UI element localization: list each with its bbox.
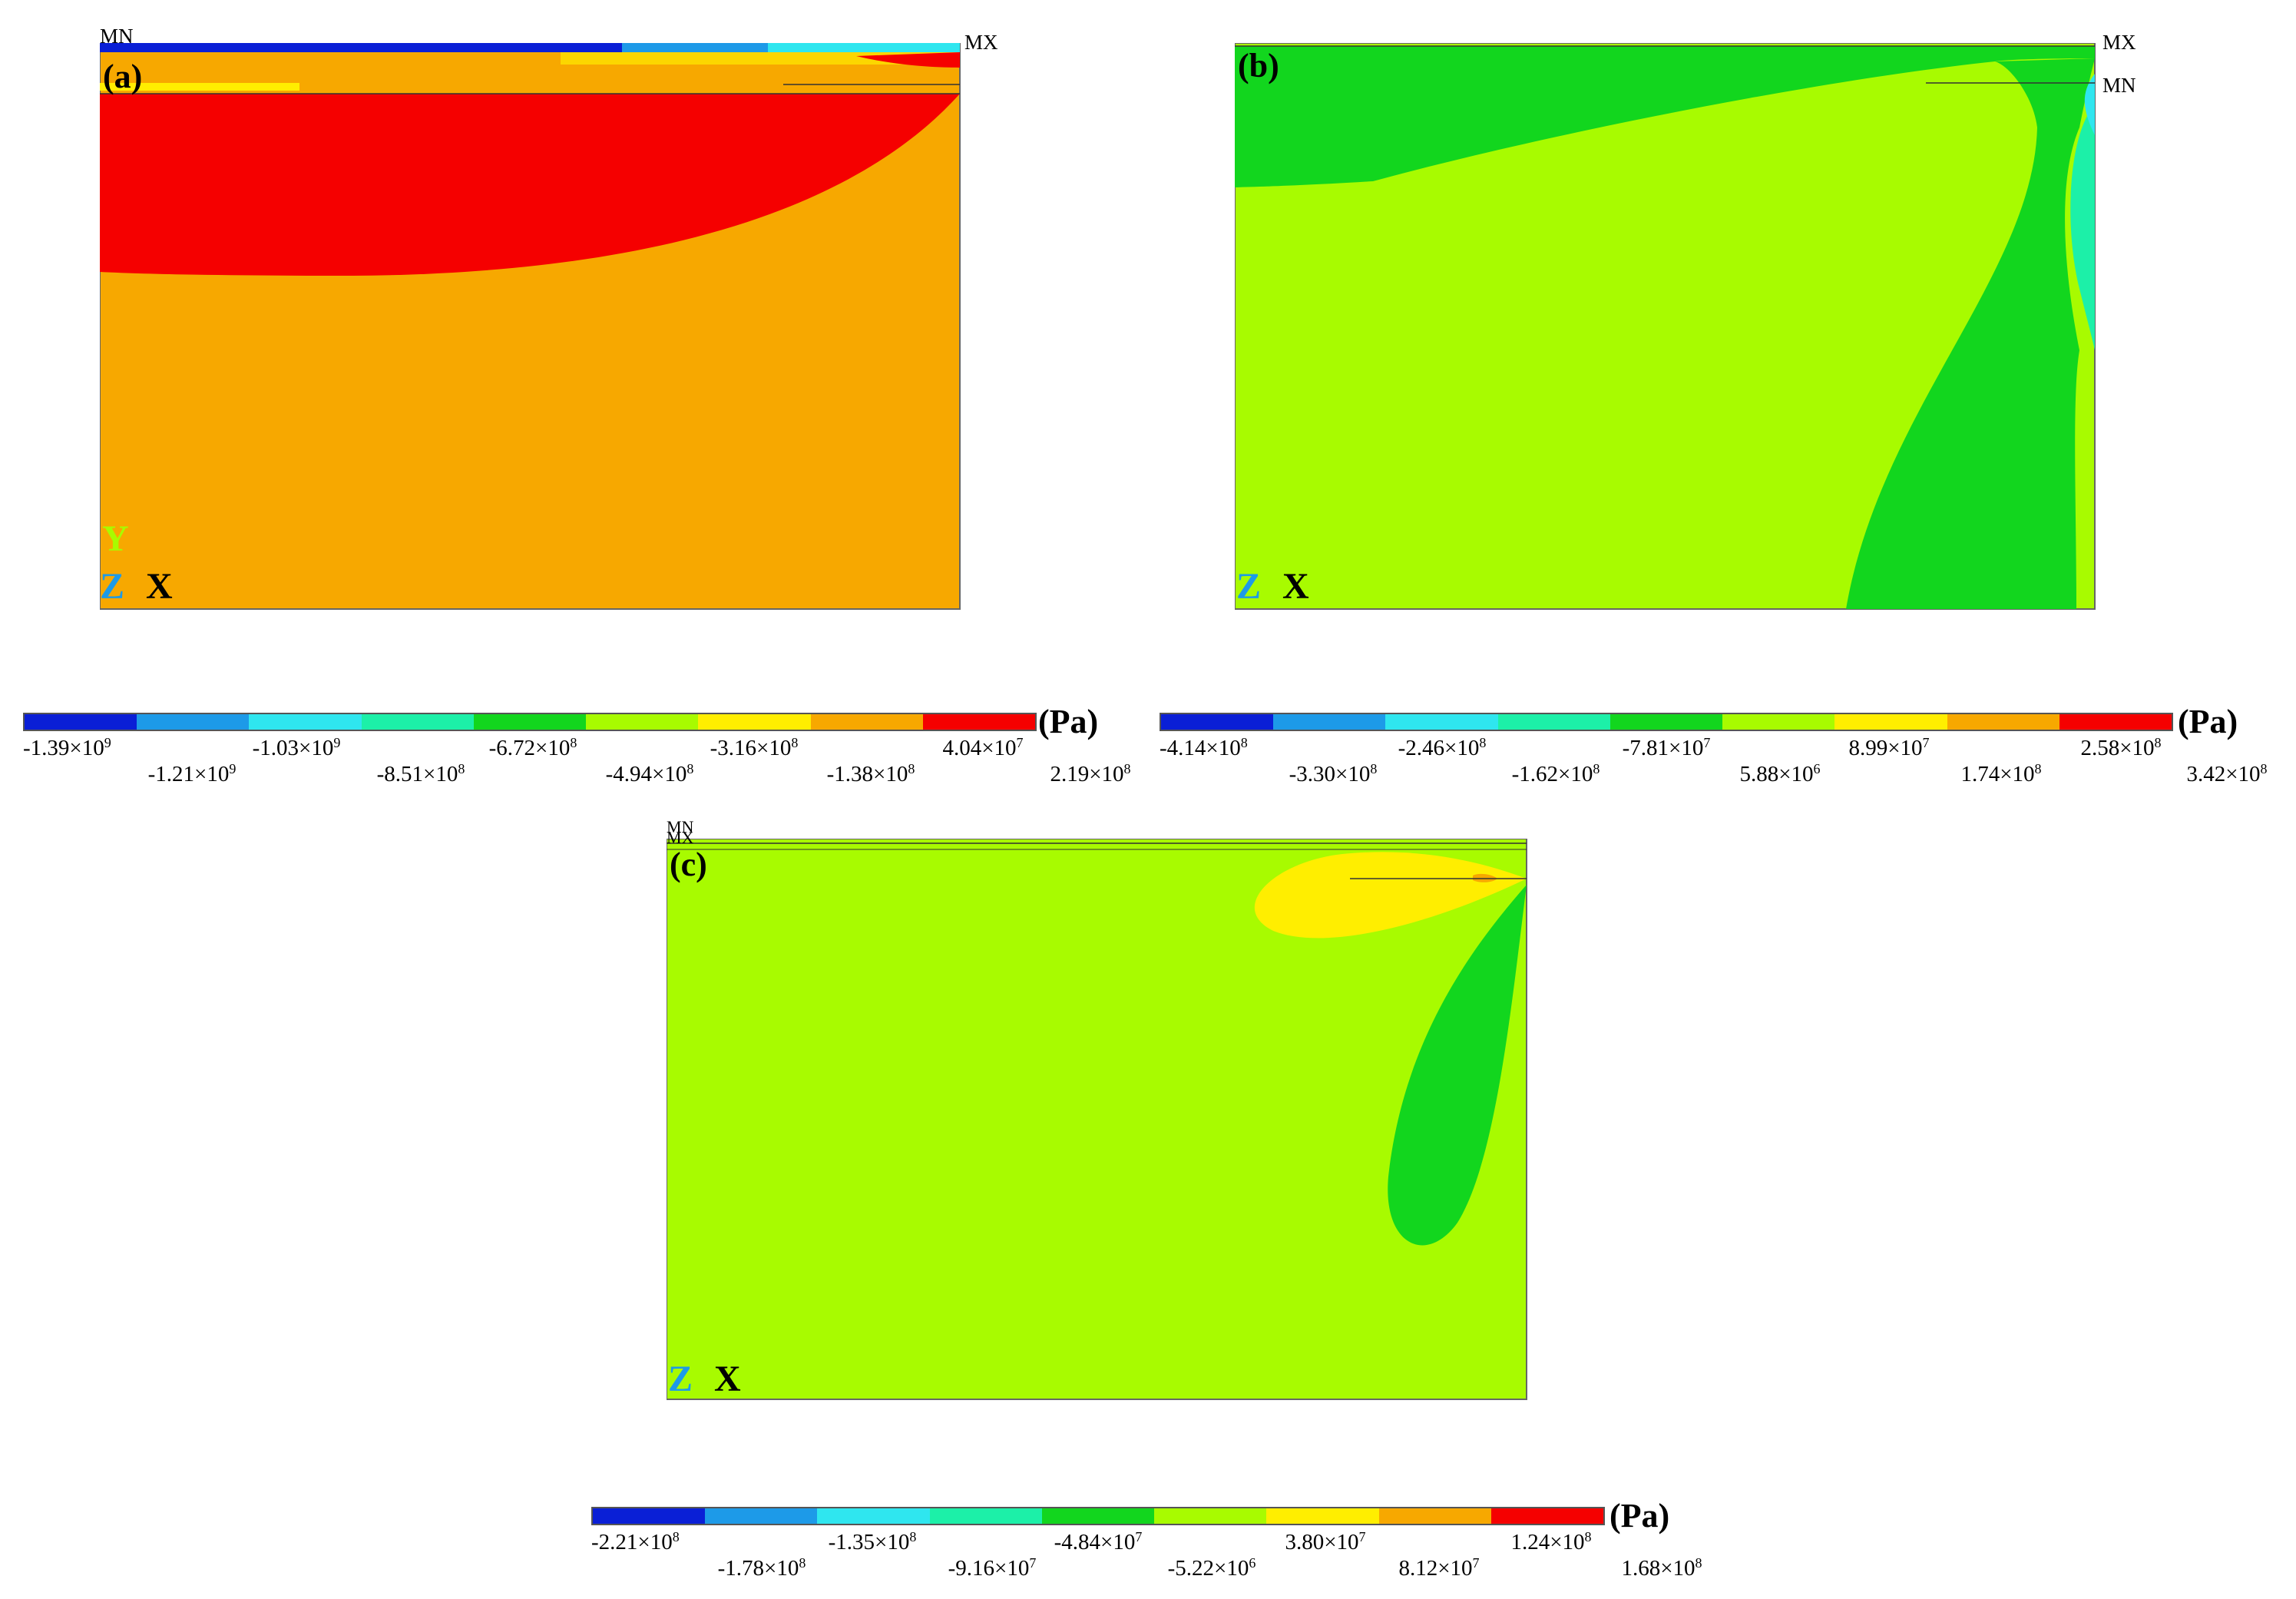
colorbar-b xyxy=(1160,713,2173,731)
colorbar-tick: 5.88×106 xyxy=(1739,761,1821,786)
panel-label-c: (c) xyxy=(670,846,707,883)
colorbar-tick: 3.80×107 xyxy=(1285,1529,1366,1554)
colorbar-tick: 2.19×108 xyxy=(1050,761,1131,786)
colorbar-segment xyxy=(698,714,811,730)
colorbar-tick: -1.21×109 xyxy=(147,761,237,786)
colorbar-tick: 8.99×107 xyxy=(1848,735,1930,760)
colorbar-segment xyxy=(361,714,474,730)
colorbar-segment xyxy=(1947,714,2059,730)
min-marker-a: MN xyxy=(100,25,134,48)
colorbar-tick: -4.14×108 xyxy=(1160,735,1248,760)
colorbar-segment xyxy=(1834,714,1947,730)
colorbar-tick: -5.22×106 xyxy=(1167,1555,1256,1581)
colorbar-segment xyxy=(25,714,137,730)
colorbar-tick: -1.35×108 xyxy=(828,1529,917,1554)
colorbar-segment xyxy=(249,714,362,730)
colorbar-segment xyxy=(2059,714,2172,730)
colorbar-tick: 1.74×108 xyxy=(1960,761,2042,786)
z-axis-label-a: Z xyxy=(100,566,125,607)
colorbar-c xyxy=(591,1507,1605,1525)
colorbar-unit-b: (Pa) xyxy=(2178,703,2238,740)
colorbar-tick: -9.16×107 xyxy=(948,1555,1037,1581)
max-marker-a: MX xyxy=(964,31,998,54)
colorbar-tick: -4.84×107 xyxy=(1054,1529,1143,1554)
colorbar-tick: 8.12×107 xyxy=(1398,1555,1480,1581)
colorbar-tick: 3.42×108 xyxy=(2186,761,2268,786)
panel-label-b: (b) xyxy=(1238,47,1279,84)
colorbar-tick: -1.38×108 xyxy=(826,761,915,786)
colorbar-segment xyxy=(1610,714,1723,730)
contour-plot-c xyxy=(667,839,1527,1400)
max-marker-b: MX xyxy=(2102,31,2136,54)
min-marker-b: MN xyxy=(2102,74,2136,97)
colorbar-segment xyxy=(137,714,250,730)
min-marker-c: MN xyxy=(667,817,694,836)
colorbar-tick: -7.81×107 xyxy=(1622,735,1711,760)
colorbar-unit-c: (Pa) xyxy=(1610,1497,1670,1534)
contour-plot-a xyxy=(100,43,961,610)
colorbar-segment xyxy=(1273,714,1386,730)
colorbar-tick: -6.72×108 xyxy=(488,735,577,760)
colorbar-tick: -2.21×108 xyxy=(591,1529,680,1554)
colorbar-a xyxy=(23,713,1037,731)
colorbar-segment xyxy=(1161,714,1274,730)
colorbar-tick: -8.51×108 xyxy=(376,761,465,786)
colorbar-segment xyxy=(593,1508,706,1524)
colorbar-segment xyxy=(705,1508,818,1524)
colorbar-segment xyxy=(929,1508,1042,1524)
contour-plot-b xyxy=(1235,43,2096,610)
z-axis-label-c: Z xyxy=(668,1359,693,1399)
colorbar-segment xyxy=(810,714,923,730)
colorbar-unit-a: (Pa) xyxy=(1038,703,1099,740)
z-axis-label-b: Z xyxy=(1236,566,1262,607)
colorbar-segment xyxy=(922,714,1035,730)
colorbar-segment xyxy=(473,714,587,730)
colorbar-segment xyxy=(817,1508,930,1524)
colorbar-tick: -1.62×108 xyxy=(1511,761,1600,786)
colorbar-segment xyxy=(1497,714,1610,730)
colorbar-segment xyxy=(1385,714,1498,730)
x-axis-label-c: X xyxy=(714,1359,741,1399)
colorbar-tick: 1.68×108 xyxy=(1621,1555,1702,1581)
colorbar-tick: -1.03×109 xyxy=(252,735,341,760)
colorbar-segment xyxy=(1041,1508,1155,1524)
colorbar-segment xyxy=(1266,1508,1379,1524)
x-axis-label-a: X xyxy=(146,566,173,607)
colorbar-tick: -4.94×108 xyxy=(605,761,694,786)
max-marker-c: MX xyxy=(667,828,694,847)
colorbar-segment xyxy=(1378,1508,1491,1524)
colorbar-segment xyxy=(1490,1508,1603,1524)
colorbar-tick: -3.30×108 xyxy=(1289,761,1378,786)
colorbar-tick: -2.46×108 xyxy=(1398,735,1487,760)
x-axis-label-b: X xyxy=(1282,566,1309,607)
colorbar-tick: 2.58×108 xyxy=(2080,735,2162,760)
colorbar-segment xyxy=(1722,714,1835,730)
colorbar-tick: -1.78×108 xyxy=(717,1555,806,1581)
colorbar-tick: 1.24×108 xyxy=(1510,1529,1592,1554)
colorbar-tick: -3.16×108 xyxy=(710,735,799,760)
colorbar-segment xyxy=(586,714,699,730)
colorbar-tick: 4.04×107 xyxy=(942,735,1024,760)
colorbar-tick: -1.39×109 xyxy=(23,735,111,760)
panel-label-a: (a) xyxy=(103,58,143,95)
colorbar-segment xyxy=(1154,1508,1267,1524)
y-axis-label-a: Y xyxy=(102,518,129,559)
